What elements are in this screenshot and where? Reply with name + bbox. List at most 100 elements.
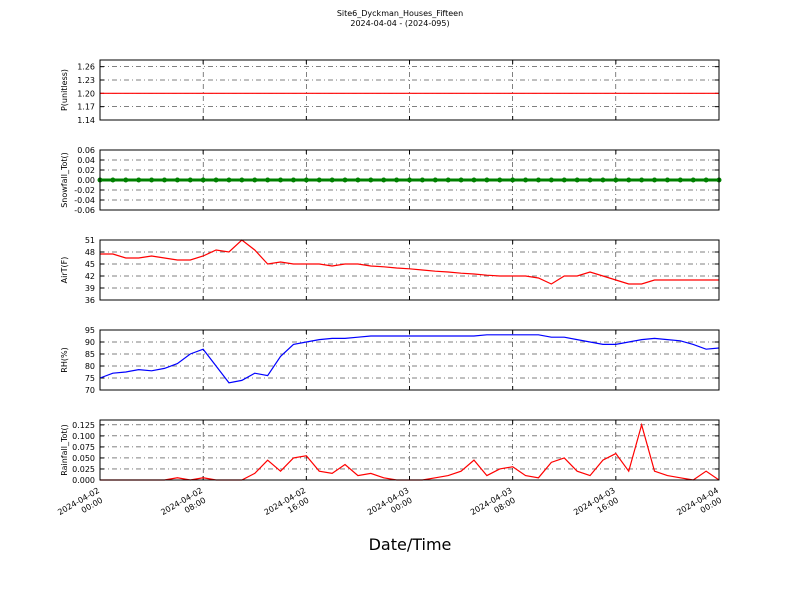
y-tick-label: 1.14 xyxy=(77,116,95,125)
data-point xyxy=(368,177,374,183)
y-axis-label: AirT(F) xyxy=(60,257,69,284)
data-point xyxy=(239,177,245,183)
y-tick-label: 0.04 xyxy=(77,156,95,165)
plot-frame xyxy=(99,329,720,391)
data-point xyxy=(394,177,400,183)
data-point xyxy=(136,177,142,183)
y-tick-label: 51 xyxy=(85,236,95,245)
data-line xyxy=(100,239,719,285)
data-point xyxy=(600,177,606,183)
data-point xyxy=(290,177,296,183)
data-point xyxy=(432,177,438,183)
data-point xyxy=(574,177,580,183)
y-tick-label: 0.000 xyxy=(72,476,95,485)
plot-frame xyxy=(99,59,720,121)
y-axis-label: P(unitless) xyxy=(60,69,69,111)
data-point xyxy=(458,177,464,183)
y-tick-label: 0.06 xyxy=(77,146,95,155)
data-point xyxy=(200,177,206,183)
data-point xyxy=(149,177,155,183)
y-tick-label: -0.06 xyxy=(74,206,95,215)
y-tick-label: 1.23 xyxy=(77,76,95,85)
data-point xyxy=(278,177,284,183)
x-tick-label: 2024-04-0316:00 xyxy=(572,486,622,526)
x-axis-label: Date/Time xyxy=(369,535,452,554)
y-tick-label: 0.100 xyxy=(72,432,95,441)
y-tick-label: 85 xyxy=(85,350,95,359)
y-tick-label: 1.26 xyxy=(77,63,95,72)
data-point xyxy=(690,177,696,183)
y-tick-label: 0.075 xyxy=(72,443,95,452)
data-point xyxy=(123,177,129,183)
y-tick-label: 0.025 xyxy=(72,465,95,474)
y-tick-label: 1.17 xyxy=(77,103,95,112)
x-tick-label: 2024-04-0216:00 xyxy=(263,486,313,526)
y-tick-label: 0.125 xyxy=(72,421,95,430)
data-point xyxy=(213,177,219,183)
y-tick-label: 1.20 xyxy=(77,89,95,98)
data-point xyxy=(110,177,116,183)
y-tick-label: 0.050 xyxy=(72,454,95,463)
data-point xyxy=(174,177,180,183)
data-point xyxy=(316,177,322,183)
data-point xyxy=(587,177,593,183)
x-tick-label: 2024-04-0308:00 xyxy=(469,486,519,526)
data-point xyxy=(484,177,490,183)
data-point xyxy=(613,177,619,183)
chart-title: Site6_Dyckman_Houses_Fifteen xyxy=(337,9,463,18)
data-point xyxy=(342,177,348,183)
data-point xyxy=(226,177,232,183)
plot-frame xyxy=(99,239,720,301)
plot-frame xyxy=(99,149,720,211)
plot-frame xyxy=(99,419,720,481)
y-tick-label: 70 xyxy=(85,386,95,395)
data-point xyxy=(407,177,412,183)
data-point xyxy=(187,177,193,183)
y-tick-label: 39 xyxy=(85,284,95,293)
data-point xyxy=(497,177,503,183)
data-point xyxy=(523,177,529,183)
x-tick-label: 2024-04-0400:00 xyxy=(675,486,725,526)
y-tick-label: 0.02 xyxy=(77,166,95,175)
y-tick-label: 36 xyxy=(85,296,95,305)
y-tick-label: 75 xyxy=(85,374,95,383)
data-point xyxy=(445,177,451,183)
data-point xyxy=(639,177,645,183)
data-point xyxy=(381,177,387,183)
data-point xyxy=(535,177,541,183)
y-tick-label: 95 xyxy=(85,326,95,335)
data-point xyxy=(265,177,271,183)
data-point xyxy=(471,177,477,183)
data-point xyxy=(252,177,258,183)
y-tick-label: -0.04 xyxy=(74,196,95,205)
y-axis-label: Snowfall_Tot() xyxy=(60,152,69,208)
data-point xyxy=(677,177,683,183)
y-tick-label: 45 xyxy=(85,260,95,269)
data-point xyxy=(664,177,670,183)
data-point xyxy=(303,177,309,183)
y-tick-label: 42 xyxy=(85,272,95,281)
x-tick-label: 2024-04-0200:00 xyxy=(56,486,106,526)
chart-subtitle: 2024-04-04 - (2024-095) xyxy=(350,19,449,28)
y-tick-label: 48 xyxy=(85,248,95,257)
y-tick-label: 90 xyxy=(85,338,95,347)
data-point xyxy=(626,177,632,183)
y-tick-label: 0.00 xyxy=(77,176,95,185)
data-point xyxy=(510,177,516,183)
data-point xyxy=(419,177,425,183)
data-point xyxy=(161,177,167,183)
data-point xyxy=(652,177,658,183)
y-tick-label: 80 xyxy=(85,362,95,371)
y-axis-label: Rainfall_Tot() xyxy=(60,424,69,476)
data-point xyxy=(561,177,567,183)
y-axis-label: RH(%) xyxy=(60,347,69,372)
y-tick-label: -0.02 xyxy=(74,186,95,195)
data-line xyxy=(99,334,720,384)
x-tick-label: 2024-04-0208:00 xyxy=(159,486,209,526)
data-point xyxy=(703,177,709,183)
x-tick-label: 2024-04-0300:00 xyxy=(366,486,416,526)
data-point xyxy=(355,177,361,183)
data-point xyxy=(548,177,554,183)
data-point xyxy=(329,177,335,183)
